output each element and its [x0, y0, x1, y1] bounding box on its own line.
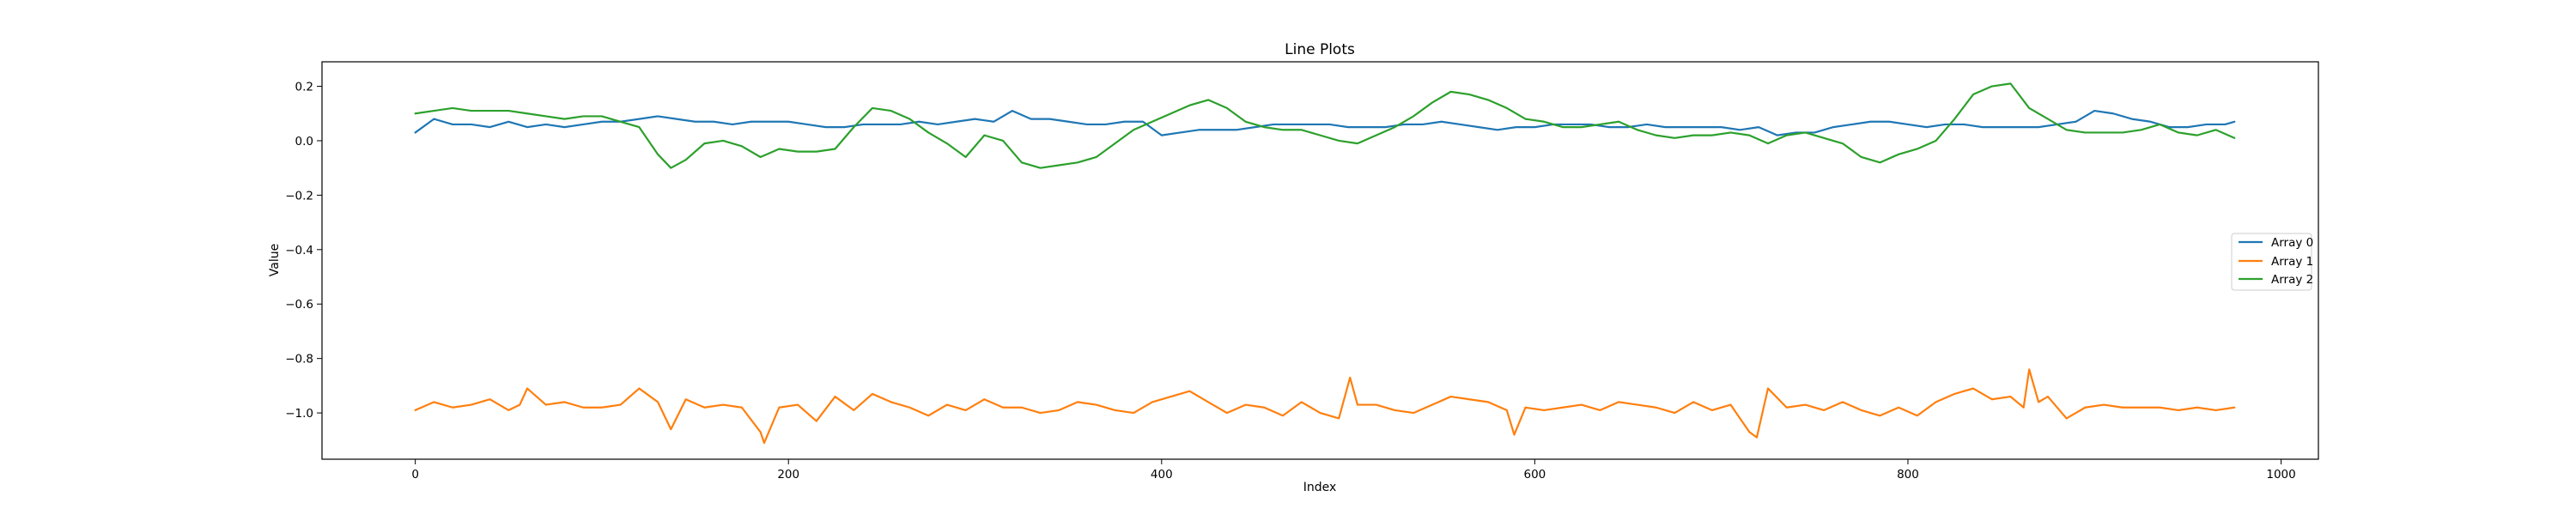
x-axis: 0 200 400 600 800 1000: [411, 459, 2296, 482]
y-tick-label: 0.0: [295, 135, 313, 148]
chart-title: Line Plots: [1285, 41, 1355, 58]
y-axis: 0.2 0.0 −0.2 −0.4 −0.6 −0.8 −1.0: [285, 81, 322, 421]
plot-frame: [321, 61, 2319, 460]
y-tick-label: −0.4: [285, 244, 313, 258]
series-line-array-0: [414, 109, 2236, 136]
x-axis-label: Index: [1303, 481, 1337, 494]
y-tick-label: −0.8: [285, 353, 313, 367]
legend-label-array-1: Array 1: [2271, 255, 2313, 269]
y-tick-label: −0.6: [285, 298, 313, 312]
x-tick-label: 0: [411, 468, 419, 482]
x-tick-label: 200: [777, 468, 799, 482]
plot-area: [414, 82, 2236, 445]
x-tick-label: 1000: [2266, 468, 2295, 482]
series-line-array-1: [414, 368, 2236, 445]
y-tick-label: 0.2: [295, 81, 313, 94]
series-line-array-2: [414, 82, 2236, 169]
y-tick-label: −0.2: [285, 189, 313, 203]
x-tick-label: 800: [1897, 468, 1919, 482]
x-tick-label: 600: [1523, 468, 1546, 482]
legend: Array 0 Array 1 Array 2: [2231, 233, 2313, 291]
legend-label-array-0: Array 0: [2271, 236, 2313, 250]
legend-box: [2231, 233, 2312, 291]
y-tick-label: −1.0: [285, 407, 313, 421]
legend-label-array-2: Array 2: [2271, 273, 2313, 287]
series-layer: [414, 82, 2236, 445]
x-tick-label: 400: [1151, 468, 1173, 482]
y-axis-label: Value: [268, 244, 282, 276]
